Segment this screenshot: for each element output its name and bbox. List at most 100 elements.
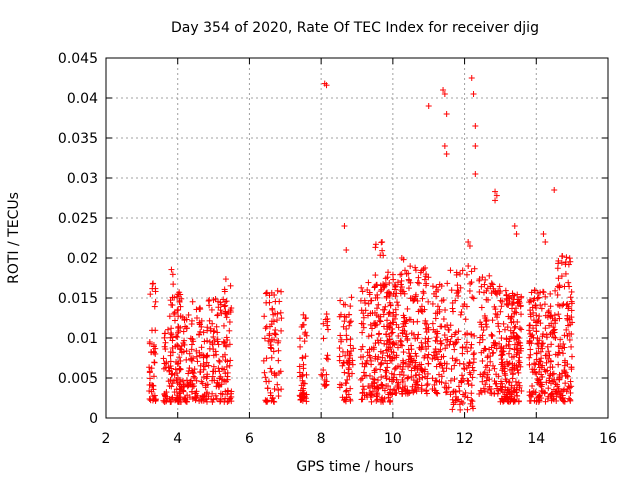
- data-point-marker: [223, 314, 230, 321]
- data-point-marker: [390, 386, 397, 393]
- data-point-marker: [177, 378, 184, 385]
- data-point-marker: [429, 320, 436, 327]
- data-point-marker: [188, 321, 195, 328]
- data-point-marker: [518, 311, 525, 318]
- data-point-marker: [422, 325, 429, 332]
- data-point-marker: [556, 284, 563, 291]
- data-point-marker: [267, 365, 274, 372]
- data-point-marker: [357, 354, 364, 361]
- data-point-marker: [472, 171, 479, 177]
- data-point-marker: [465, 239, 472, 245]
- data-point-marker: [510, 330, 517, 337]
- data-point-marker: [377, 282, 384, 289]
- data-point-marker: [277, 368, 284, 375]
- data-point-marker: [469, 364, 476, 371]
- data-point-marker: [464, 394, 471, 401]
- data-point-marker: [509, 360, 516, 367]
- data-point-marker: [343, 247, 350, 253]
- data-point-marker: [198, 323, 205, 330]
- data-point-marker: [260, 357, 267, 364]
- y-tick-label: 0.015: [58, 291, 98, 307]
- data-point-marker: [414, 279, 421, 286]
- data-point-marker: [176, 390, 183, 397]
- data-point-marker: [440, 316, 447, 323]
- data-point-marker: [185, 382, 192, 389]
- data-point-marker: [532, 389, 539, 396]
- data-point-marker: [395, 302, 402, 309]
- data-point-marker: [565, 261, 572, 268]
- data-point-marker: [548, 320, 555, 327]
- data-point-marker: [447, 338, 454, 345]
- data-point-marker: [528, 333, 535, 340]
- data-point-marker: [404, 387, 411, 394]
- data-point-marker: [370, 344, 377, 351]
- data-point-marker: [414, 335, 421, 342]
- data-point-marker: [566, 336, 573, 343]
- data-point-marker: [176, 354, 183, 361]
- data-point-marker: [208, 306, 215, 313]
- data-point-marker: [169, 345, 176, 352]
- data-point-marker: [362, 360, 369, 367]
- data-point-marker: [516, 299, 523, 306]
- data-point-marker: [458, 372, 465, 379]
- data-point-marker: [511, 223, 518, 229]
- data-point-marker: [272, 331, 279, 338]
- data-point-marker: [531, 287, 538, 294]
- data-point-marker: [403, 360, 410, 367]
- data-point-marker: [408, 373, 415, 380]
- data-point-marker: [491, 378, 498, 385]
- data-point-marker: [506, 366, 513, 373]
- data-point-marker: [425, 335, 432, 342]
- data-point-marker: [460, 375, 467, 382]
- data-point-marker: [372, 355, 379, 362]
- data-point-marker: [167, 334, 174, 341]
- data-point-marker: [451, 331, 458, 338]
- data-point-marker: [399, 288, 406, 295]
- data-point-marker: [543, 359, 550, 366]
- data-point-marker: [502, 372, 509, 379]
- data-point-marker: [374, 377, 381, 384]
- data-point-marker: [478, 323, 485, 330]
- data-point-marker: [438, 373, 445, 380]
- data-point-marker: [392, 283, 399, 290]
- data-point-marker: [536, 397, 543, 404]
- data-point-marker: [324, 356, 331, 363]
- data-point-marker: [453, 397, 460, 404]
- data-point-marker: [533, 312, 540, 319]
- data-point-marker: [342, 398, 349, 405]
- data-point-marker: [375, 353, 382, 360]
- data-point-marker: [393, 352, 400, 359]
- data-point-marker: [471, 265, 478, 272]
- data-point-marker: [386, 299, 393, 306]
- data-point-marker: [436, 281, 443, 288]
- data-point-marker: [185, 370, 192, 377]
- data-point-marker: [227, 282, 234, 289]
- data-point-marker: [321, 382, 328, 389]
- data-point-marker: [303, 398, 310, 405]
- data-point-marker: [465, 263, 472, 270]
- data-point-marker: [301, 338, 308, 345]
- data-point-marker: [173, 386, 180, 393]
- data-point-marker: [375, 339, 382, 346]
- data-point-marker: [361, 363, 368, 370]
- data-point-marker: [399, 329, 406, 336]
- data-point-marker: [423, 271, 430, 278]
- data-point-marker: [561, 367, 568, 374]
- data-point-marker: [531, 366, 538, 373]
- data-point-marker: [261, 335, 268, 342]
- data-point-marker: [225, 398, 232, 405]
- data-point-marker: [343, 380, 350, 387]
- data-point-marker: [274, 310, 281, 317]
- data-point-marker: [164, 395, 171, 402]
- data-point-marker: [398, 271, 405, 278]
- data-point-marker: [162, 339, 169, 346]
- data-point-marker: [543, 352, 550, 359]
- data-point-marker: [161, 398, 168, 405]
- data-point-marker: [222, 310, 229, 317]
- data-point-marker: [360, 320, 367, 327]
- data-point-marker: [539, 340, 546, 347]
- data-point-marker: [368, 332, 375, 339]
- data-point-marker: [555, 349, 562, 356]
- data-point-marker: [447, 391, 454, 398]
- data-point-marker: [360, 324, 367, 331]
